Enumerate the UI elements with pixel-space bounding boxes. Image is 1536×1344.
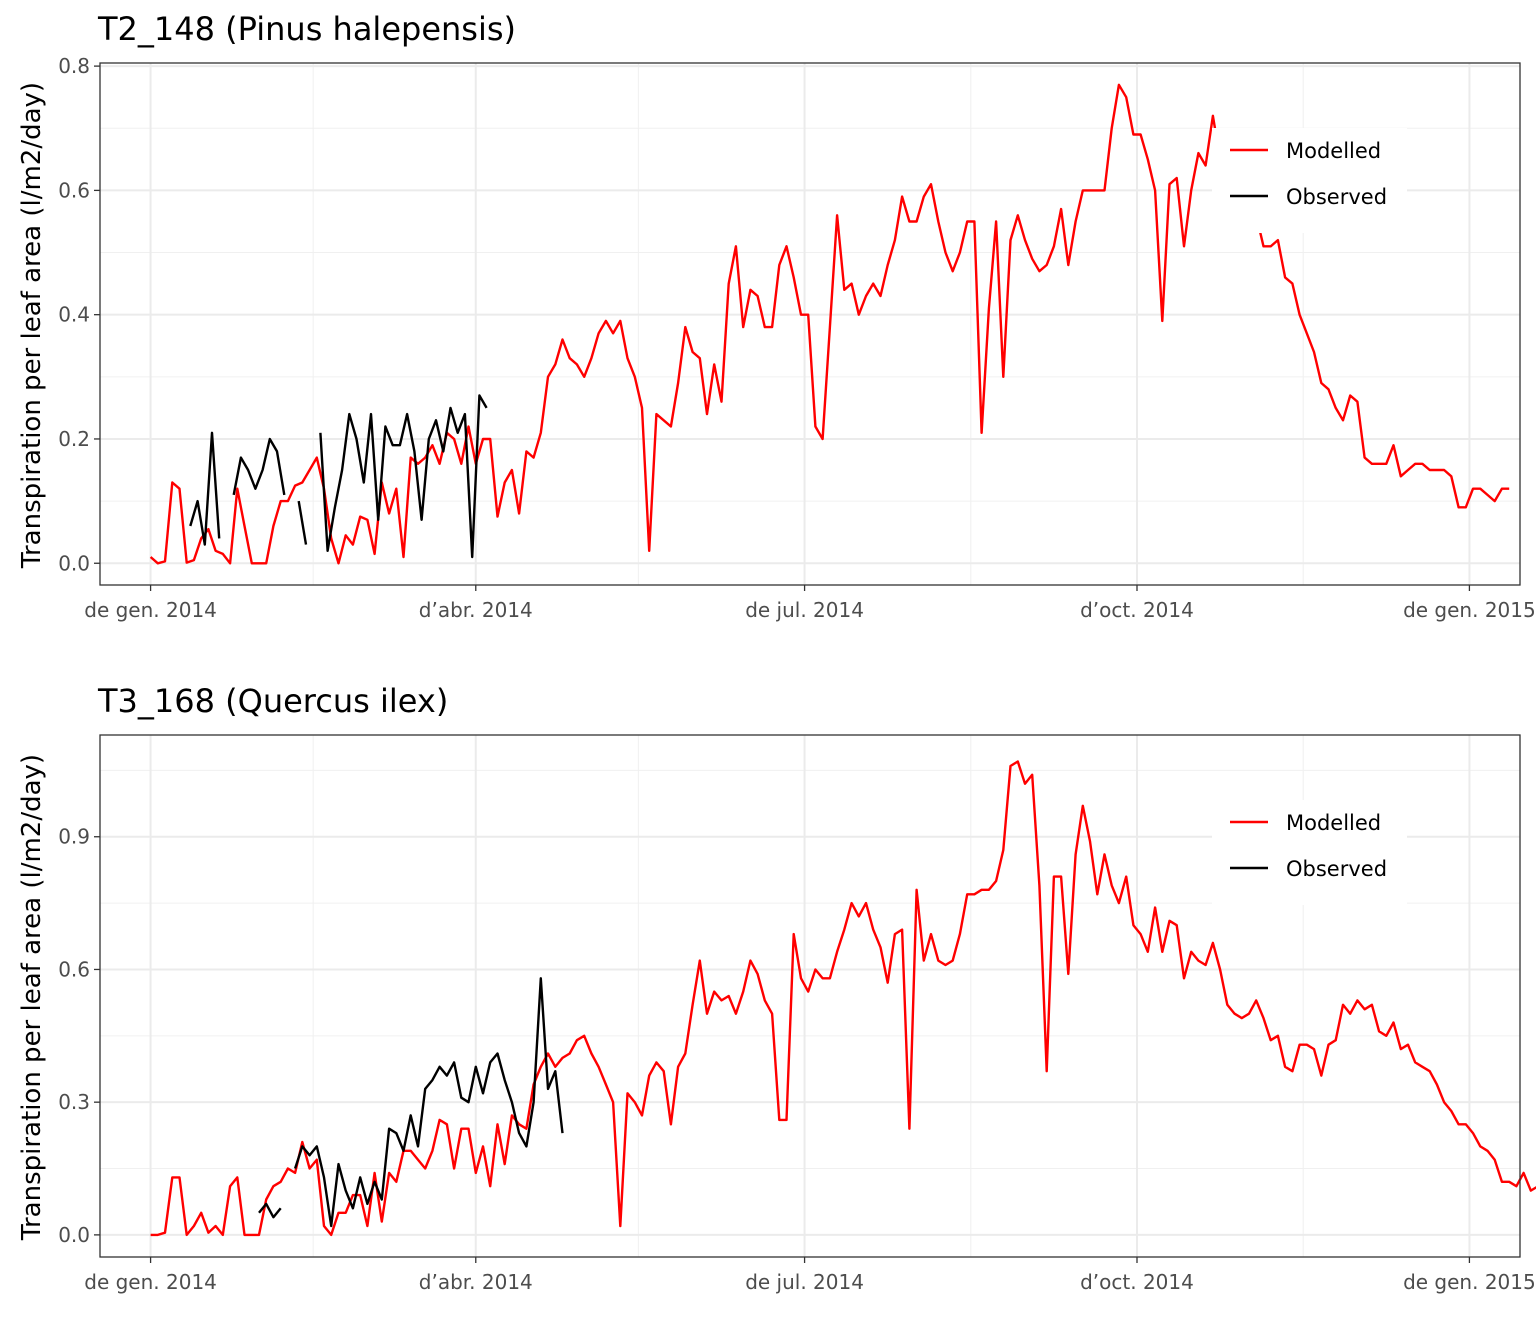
y-tick-label: 0.4 <box>58 303 90 327</box>
y-tick-label: 0.8 <box>58 54 90 78</box>
series-line-observed <box>232 437 286 496</box>
legend-label-observed: Observed <box>1286 185 1387 209</box>
y-tick-label: 0.9 <box>58 825 90 849</box>
series-line-observed <box>297 500 308 545</box>
x-tick-label: d’oct. 2014 <box>1080 598 1194 622</box>
x-tick-label: de gen. 2014 <box>84 1270 217 1294</box>
x-tick-label: de gen. 2015 <box>1403 598 1536 622</box>
legend-label-modelled: Modelled <box>1286 811 1381 835</box>
series-line-modelled <box>150 760 1536 1237</box>
legend-label-observed: Observed <box>1286 857 1387 881</box>
series-line-observed <box>293 977 564 1228</box>
series-line-observed <box>258 1202 282 1219</box>
y-tick-label: 0.3 <box>58 1090 90 1114</box>
panel-top: T2_148 (Pinus halepensis) Transpiration … <box>17 10 1536 622</box>
y-axis-label: Transpiration per leaf area (l/m2/day) <box>17 754 47 1241</box>
x-tick-label: de gen. 2014 <box>84 598 217 622</box>
legend-background <box>1212 128 1407 233</box>
x-tick-label: d’abr. 2014 <box>419 1270 533 1294</box>
series-line-observed <box>319 394 488 559</box>
legend-background <box>1212 800 1407 905</box>
x-tick-label: d’oct. 2014 <box>1080 1270 1194 1294</box>
y-tick-label: 0.0 <box>58 551 90 575</box>
plot-border <box>99 734 1521 1258</box>
series-line-observed <box>189 431 221 546</box>
x-tick-label: de jul. 2014 <box>745 1270 864 1294</box>
y-tick-label: 0.6 <box>58 957 90 981</box>
legend-label-modelled: Modelled <box>1286 139 1381 163</box>
y-tick-label: 0.6 <box>58 178 90 202</box>
x-tick-label: de jul. 2014 <box>745 598 864 622</box>
panel-bottom: T3_168 (Quercus ilex) Transpiration per … <box>17 682 1536 1294</box>
y-axis-label: Transpiration per leaf area (l/m2/day) <box>17 82 47 569</box>
plot-border <box>99 62 1521 586</box>
legend: Modelled Observed <box>1212 128 1407 233</box>
y-tick-label: 0.2 <box>58 427 90 451</box>
x-tick-label: de gen. 2015 <box>1403 1270 1536 1294</box>
chart-title: T3_168 (Quercus ilex) <box>97 682 448 720</box>
chart-title: T2_148 (Pinus halepensis) <box>97 10 516 48</box>
y-tick-label: 0.0 <box>58 1223 90 1247</box>
x-tick-label: d’abr. 2014 <box>419 598 533 622</box>
legend: Modelled Observed <box>1212 800 1407 905</box>
series-line-modelled <box>149 83 1510 565</box>
